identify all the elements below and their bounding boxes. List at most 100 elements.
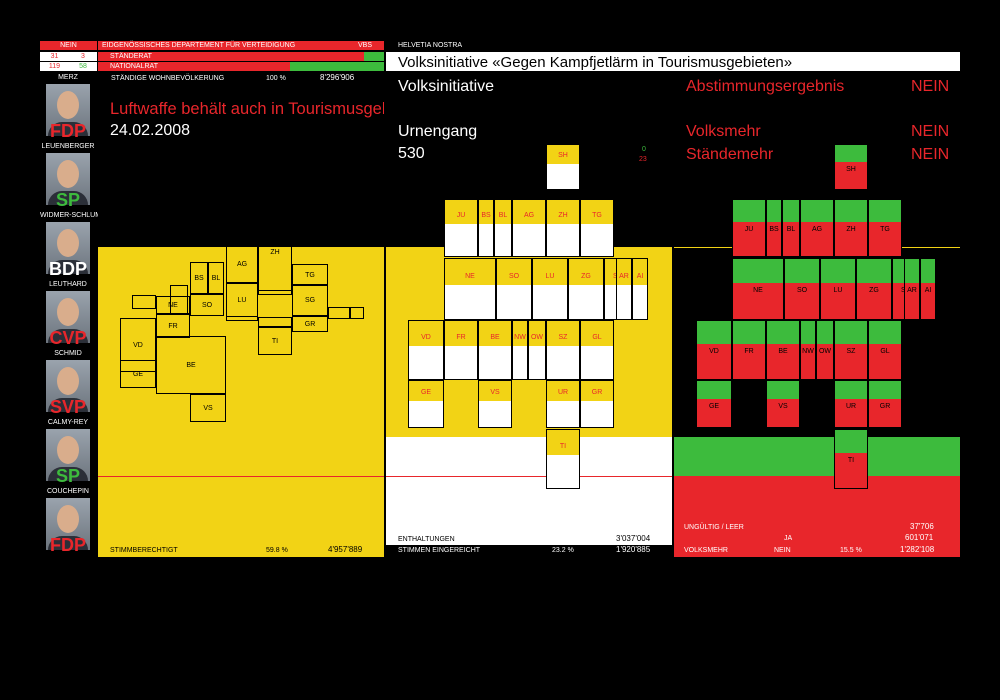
department-bar: EIDGENÖSSISCHES DEPARTEMENT FÜR VERTEIDI… (98, 41, 384, 50)
suit-shape (48, 536, 88, 550)
councillor-name: COUCHEPIN (46, 488, 89, 495)
canton-label: TG (592, 212, 602, 219)
face-shape (57, 229, 79, 257)
yes-share-fill (801, 321, 815, 344)
canton-label: BL (786, 226, 796, 233)
volksmehr-value-footer: 1'282'108 (900, 545, 935, 554)
population-pct: 100 % (266, 75, 286, 82)
canton-result-box: UR (834, 380, 868, 428)
canton-result-box: ZH (834, 199, 868, 257)
canton-label: BL (211, 275, 221, 282)
canton-turnout-box: JU (444, 199, 478, 257)
councillor-name: LEUTHARD (49, 281, 87, 288)
councillor-photo (46, 291, 90, 343)
canton-outline: BS (190, 262, 208, 294)
canton-label: TI (271, 338, 279, 345)
eligible-value: 4'957'889 (328, 545, 363, 554)
suit-shape (48, 398, 88, 412)
councillor-name: LEUENBERGER (41, 143, 95, 150)
panel-2: Volksinitiative Urnengang 530 0 23 SH JU B… (386, 73, 672, 557)
canton-outline: BE (156, 336, 226, 394)
yes-share-fill (767, 321, 799, 344)
canton-label: JU (456, 212, 466, 219)
yes-label: JA (784, 535, 793, 542)
canton-turnout-box: AR (616, 258, 632, 320)
canton-turnout-box: VD (408, 320, 444, 380)
canton-label: SG (304, 297, 316, 304)
yes-share-fill (785, 259, 819, 283)
yes-share-fill (767, 381, 799, 399)
canton-turnout-box: NE (444, 258, 496, 320)
canton-label: AG (523, 212, 535, 219)
staenderat-bar: STÄNDERAT (98, 52, 384, 61)
canton-label: TI (559, 443, 567, 450)
yes-value: 601'071 (905, 533, 934, 542)
turnout-fill (581, 321, 613, 346)
panel-3: Abstimmungsergebnis NEIN Volksmehr NEIN … (674, 73, 960, 557)
canton-label: GR (879, 403, 891, 410)
canton-turnout-box: NW (512, 320, 528, 380)
canton-result-box: NE (732, 258, 784, 320)
result-value: NEIN (911, 78, 950, 95)
councillor-card: WIDMER-SCHLUMPF BDP (40, 212, 110, 280)
canton-turnout-box: SO (496, 258, 532, 320)
turnout-fill (497, 259, 531, 285)
canton-result-box: GL (868, 320, 902, 380)
canton-outline: VD (120, 318, 156, 372)
submitted-label: STIMMEN EINGEREICHT (398, 547, 481, 554)
canton-result-box: AI (920, 258, 936, 320)
canton-label: GE (420, 389, 432, 396)
yes-share-fill (733, 321, 765, 344)
yes-share-fill (869, 381, 901, 399)
result-map: SHJUBSBLAGZHTGNESOLUZGSGARAIVDFRBENWOWSZ… (674, 73, 960, 557)
canton-label: GL (880, 348, 890, 355)
turnout-fill (569, 259, 603, 285)
canton-label: BS (481, 212, 491, 219)
canton-label: VD (709, 348, 719, 355)
volksmehr-label: Volksmehr (686, 123, 761, 140)
canton-label: BE (778, 348, 788, 355)
canton-label: SH (558, 152, 568, 159)
canton-label: FR (456, 334, 466, 341)
panel-2-white (386, 437, 672, 557)
canton-label: ZH (558, 212, 568, 219)
canton-outline: LU (226, 283, 258, 317)
canton-label: VS (490, 389, 500, 396)
suit-shape (48, 191, 88, 205)
yes-share-fill (905, 259, 919, 283)
canton-label: UR (845, 403, 857, 410)
face-shape (57, 91, 79, 119)
councillor-photo (46, 222, 90, 274)
canton-result-box: FR (732, 320, 766, 380)
canton-result-box: GE (696, 380, 732, 428)
department-code: VBS (357, 42, 372, 49)
eligible-pct: 59.8 % (266, 547, 288, 554)
canton-label: TG (880, 226, 890, 233)
canton-result-box: AG (800, 199, 834, 257)
canton-label: VD (133, 342, 143, 349)
canton-label: ZH (270, 249, 280, 256)
canton-label: AG (811, 226, 823, 233)
yes-share-fill (835, 200, 867, 222)
canton-label: FR (168, 323, 178, 330)
canton-turnout-box: OW (528, 320, 546, 380)
nationalrat-no: 119 (40, 62, 69, 71)
councillor-card: SCHMID SVP (40, 350, 96, 418)
yes-share-fill (697, 381, 731, 399)
canton-result-box: NW (800, 320, 816, 380)
submitted-value: 1'920'885 (616, 545, 651, 554)
canton-label: GE (132, 371, 144, 378)
canton-label: GL (592, 334, 602, 341)
canton-label: UR (557, 389, 569, 396)
yes-share-fill (783, 200, 799, 222)
canton-turnout-box: ZH (546, 199, 580, 257)
councillor-party: BDP (48, 259, 87, 279)
councillor-name: MERZ (58, 74, 78, 81)
canton-outline (350, 307, 364, 319)
canton-label: SO (796, 287, 808, 294)
councillor-card: LEUTHARD CVP (40, 281, 96, 349)
suit-shape (48, 122, 88, 136)
panel-1: Luftwaffe behält auch in Tourismusgebiet… (98, 85, 384, 557)
population-value: 8'296'906 (320, 73, 355, 82)
canton-turnout-box: FR (444, 320, 478, 380)
